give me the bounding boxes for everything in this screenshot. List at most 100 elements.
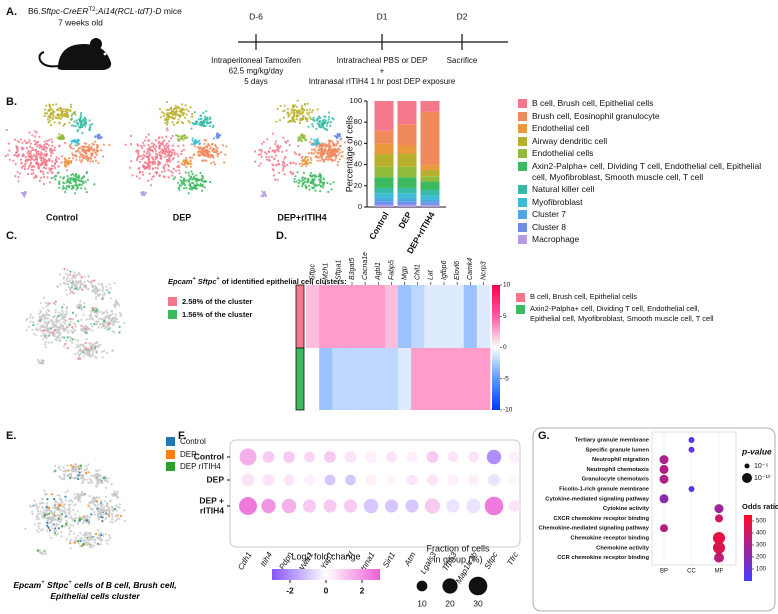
tsne-point — [200, 150, 203, 153]
tsne-point — [39, 151, 43, 154]
heatmap-cell — [411, 285, 425, 348]
tsne-point — [78, 159, 82, 162]
tsne-point — [22, 194, 25, 197]
tsne-point — [265, 152, 268, 155]
tsne-point — [65, 186, 68, 189]
tsne-point — [324, 142, 327, 145]
tsne-point — [314, 150, 317, 153]
tsne-point — [57, 157, 61, 160]
tsne-point — [90, 474, 93, 477]
tsne-point — [101, 533, 105, 536]
mouse-tail — [38, 51, 60, 68]
tsne-point — [331, 153, 334, 156]
tsne-point — [60, 531, 63, 534]
tsne-point — [43, 552, 47, 555]
tsne-point — [162, 167, 166, 170]
bar-segment — [374, 101, 394, 131]
tsne-point — [72, 112, 76, 115]
tsne-point — [58, 328, 61, 332]
tsne-point — [339, 138, 342, 141]
tsne-point — [77, 477, 80, 481]
tsne-point — [66, 268, 69, 271]
tsne-point — [108, 144, 111, 147]
tsne-point — [180, 152, 183, 156]
legend-entry: 2.58% of the cluster — [168, 296, 278, 307]
text-part: mice — [162, 6, 183, 16]
tsne-point — [29, 150, 32, 153]
tsne-point — [316, 152, 319, 155]
panel-label: F. — [178, 430, 187, 442]
tsne-point — [180, 176, 183, 179]
tsne-point — [333, 159, 336, 162]
legend-title: Epcam+ Sftpc+ of identified epithelial c… — [168, 276, 347, 286]
tsne-point — [115, 505, 118, 508]
tsne-point — [146, 162, 149, 165]
tsne-point — [64, 110, 67, 113]
tsne-point — [53, 162, 57, 165]
tsne-point — [320, 185, 323, 188]
tsne-point — [201, 189, 204, 192]
tsne-point — [304, 155, 307, 158]
tsne-point — [47, 121, 50, 124]
tsne-point — [155, 145, 158, 148]
tsne-point — [61, 155, 64, 158]
tsne-point — [72, 157, 75, 160]
tsne-point — [65, 306, 68, 309]
tsne-point — [293, 180, 296, 183]
tsne-point — [66, 276, 70, 279]
tsne-point — [59, 176, 62, 179]
size-legend-dot — [468, 576, 488, 596]
tsne-point — [41, 162, 44, 165]
tsne-point — [173, 176, 177, 179]
tsne-point — [110, 483, 113, 486]
tsne-point — [207, 144, 210, 147]
tsne-point — [141, 141, 145, 144]
tsne-point — [104, 518, 107, 521]
tsne-point — [123, 509, 126, 512]
tsne-point — [171, 171, 174, 174]
tsne-point — [178, 110, 181, 113]
tsne-point — [206, 153, 209, 156]
tsne-point — [49, 107, 52, 111]
dot — [343, 499, 358, 513]
tsne-point — [332, 147, 335, 151]
tsne-point — [181, 111, 184, 114]
dot — [659, 455, 669, 465]
panel-label: C. — [6, 230, 17, 242]
tsne-point — [309, 141, 312, 144]
tsne-point — [74, 192, 77, 195]
tsne-point — [70, 517, 73, 520]
tsne-point — [202, 124, 205, 128]
tsne-point — [299, 119, 302, 122]
tsne-point — [62, 303, 65, 306]
tsne-point — [163, 150, 166, 153]
tsne-point — [65, 515, 68, 518]
tsne-point — [323, 151, 326, 154]
tsne-point — [51, 140, 54, 144]
tsne-point — [139, 191, 143, 194]
tsne-point — [304, 116, 307, 119]
tsne-point — [31, 146, 34, 149]
tsne-point — [172, 113, 175, 117]
tsne-point — [211, 142, 214, 145]
tsne-point — [68, 533, 71, 536]
tsne-point — [310, 138, 313, 141]
tsne-point — [67, 331, 70, 334]
x-tick-label: MF — [715, 569, 724, 575]
tsne-point — [154, 139, 157, 142]
tsne-point — [97, 475, 100, 478]
tsne-point — [83, 302, 86, 305]
tsne-point — [111, 521, 114, 524]
tsne-point — [177, 137, 180, 140]
term-label: Cytokine-mediated signaling pathway — [545, 496, 649, 502]
tsne-point — [84, 327, 87, 330]
tsne-point — [82, 479, 85, 482]
tsne-point — [37, 362, 41, 365]
tsne-point — [106, 351, 109, 354]
tsne-point — [98, 478, 102, 482]
tsne-point — [97, 534, 100, 537]
tsne-point — [72, 292, 75, 295]
bar-segment — [397, 124, 417, 146]
y-tick-label: 40 — [354, 160, 362, 169]
colorbar-title: Odds ratio — [742, 502, 778, 511]
